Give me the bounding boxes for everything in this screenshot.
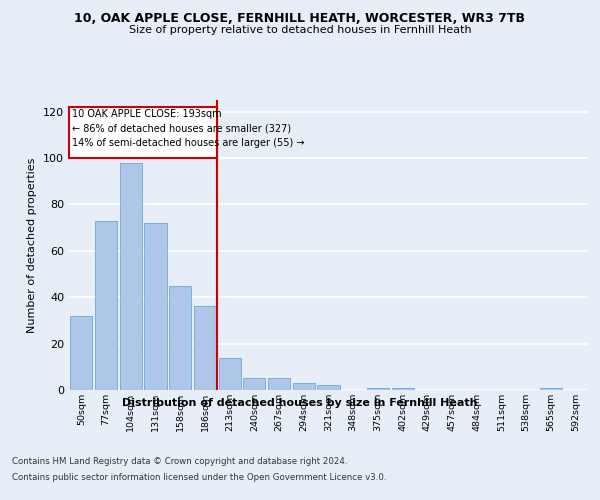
Bar xyxy=(317,386,340,390)
Text: Size of property relative to detached houses in Fernhill Heath: Size of property relative to detached ho… xyxy=(128,25,472,35)
Text: Contains public sector information licensed under the Open Government Licence v3: Contains public sector information licen… xyxy=(12,472,386,482)
Bar xyxy=(95,220,117,390)
Bar xyxy=(194,306,216,390)
Text: 10, OAK APPLE CLOSE, FERNHILL HEATH, WORCESTER, WR3 7TB: 10, OAK APPLE CLOSE, FERNHILL HEATH, WOR… xyxy=(74,12,526,26)
Bar xyxy=(218,358,241,390)
Text: 10 OAK APPLE CLOSE: 193sqm
← 86% of detached houses are smaller (327)
14% of sem: 10 OAK APPLE CLOSE: 193sqm ← 86% of deta… xyxy=(72,109,304,148)
Bar xyxy=(119,162,142,390)
Bar xyxy=(243,378,265,390)
Bar xyxy=(392,388,414,390)
Text: Distribution of detached houses by size in Fernhill Heath: Distribution of detached houses by size … xyxy=(122,398,478,407)
FancyBboxPatch shape xyxy=(69,107,217,158)
Bar xyxy=(169,286,191,390)
Bar xyxy=(540,388,562,390)
Bar xyxy=(145,223,167,390)
Bar xyxy=(268,378,290,390)
Bar xyxy=(70,316,92,390)
Text: Contains HM Land Registry data © Crown copyright and database right 2024.: Contains HM Land Registry data © Crown c… xyxy=(12,458,347,466)
Y-axis label: Number of detached properties: Number of detached properties xyxy=(28,158,37,332)
Bar xyxy=(293,383,315,390)
Bar xyxy=(367,388,389,390)
